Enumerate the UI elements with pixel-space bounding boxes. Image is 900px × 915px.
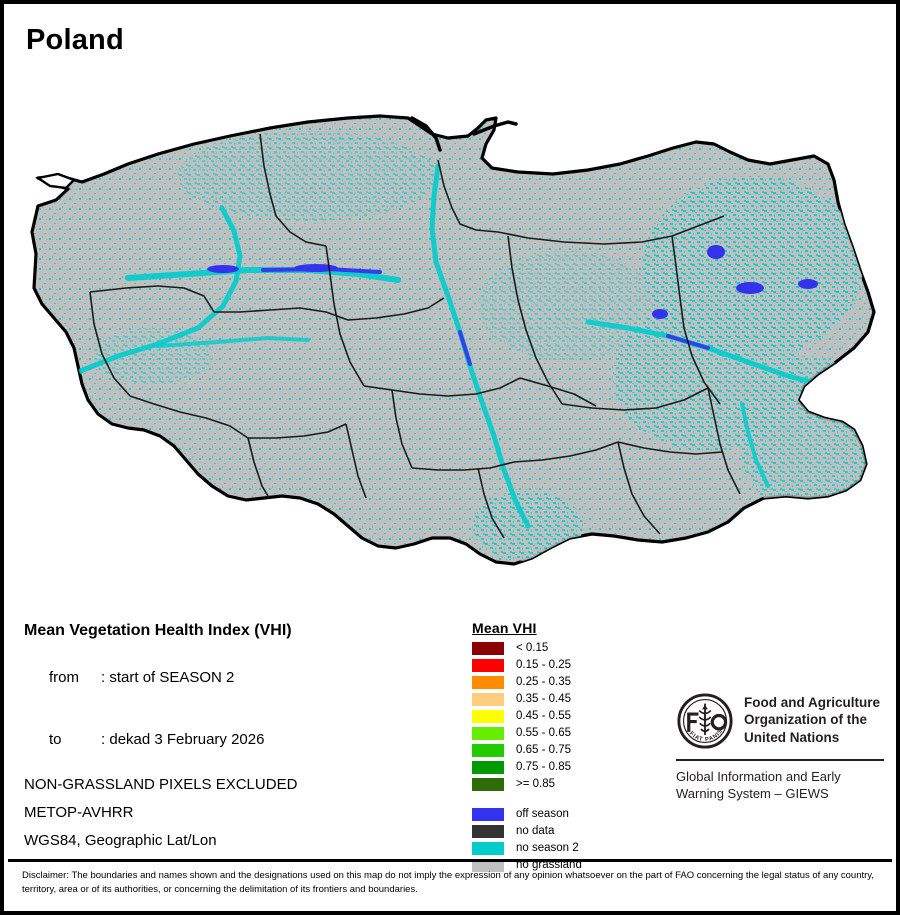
legend-item[interactable]: 0.35 - 0.45	[472, 691, 642, 707]
poland-map-svg	[8, 56, 896, 576]
legend-label-vhi-5: 0.55 - 0.65	[516, 726, 571, 739]
fao-divider	[676, 759, 884, 761]
legend-label-vhi-1: 0.15 - 0.25	[516, 658, 571, 671]
legend-swatch-vhi-5	[472, 726, 504, 740]
legend-label-no-season-2: no season 2	[516, 841, 579, 854]
giews-line-1: Global Information and Early	[676, 769, 841, 784]
legend-item[interactable]: < 0.15	[472, 640, 642, 656]
fao-org-line-3: United Nations	[744, 729, 840, 745]
legend-label-vhi-4: 0.45 - 0.55	[516, 709, 571, 722]
legend-item[interactable]: 0.15 - 0.25	[472, 657, 642, 673]
map-legend: Mean VHI < 0.15 0.15 - 0.25 0.25 - 0.35 …	[472, 620, 642, 874]
fao-branding-block: FIAT PANIS Food and Agriculture Organiza…	[676, 692, 886, 803]
legend-swatch-vhi-3	[472, 692, 504, 706]
page-title: Poland	[26, 24, 124, 56]
legend-swatch-no-data	[472, 824, 504, 838]
legend-swatch-no-season-2	[472, 841, 504, 855]
legend-swatch-vhi-2	[472, 675, 504, 689]
legend-item-no-data[interactable]: no data	[472, 823, 642, 839]
legend-item-off-season[interactable]: off season	[472, 806, 642, 822]
info-note-sensor: METOP-AVHRR	[24, 804, 134, 821]
legend-swatch-vhi-4	[472, 709, 504, 723]
legend-label-vhi-6: 0.65 - 0.75	[516, 743, 571, 756]
legend-label-vhi-7: 0.75 - 0.85	[516, 760, 571, 773]
info-label-to: to	[49, 731, 62, 748]
info-row-from: from : start of SEASON 2	[24, 652, 454, 703]
info-value-from: : start of SEASON 2	[101, 669, 235, 686]
szczecin-lagoon	[34, 172, 77, 190]
disclaimer-bar: Disclaimer: The boundaries and names sho…	[8, 859, 892, 907]
info-note-projection: WGS84, Geographic Lat/Lon	[24, 832, 217, 849]
legend-swatch-off-season	[472, 807, 504, 821]
legend-item[interactable]: 0.45 - 0.55	[472, 708, 642, 724]
map-canvas[interactable]	[8, 56, 896, 576]
legend-swatch-vhi-7	[472, 760, 504, 774]
legend-swatch-vhi-0	[472, 641, 504, 655]
legend-item[interactable]: >= 0.85	[472, 776, 642, 792]
map-info-block: Mean Vegetation Health Index (VHI) from:…	[24, 622, 454, 860]
legend-item[interactable]: 0.65 - 0.75	[472, 742, 642, 758]
legend-item[interactable]: 0.55 - 0.65	[472, 725, 642, 741]
coastal-spits	[410, 116, 518, 152]
legend-swatch-vhi-1	[472, 658, 504, 672]
legend-spacer	[472, 793, 642, 806]
fao-org-line-1: Food and Agriculture	[744, 695, 880, 710]
legend-item[interactable]: 0.75 - 0.85	[472, 759, 642, 775]
legend-title: Mean VHI	[472, 620, 537, 636]
info-label-from: from	[49, 669, 80, 686]
fao-org-line-2: Organization of the	[744, 712, 867, 728]
legend-label-vhi-3: 0.35 - 0.45	[516, 692, 571, 705]
legend-item-no-season-2[interactable]: no season 2	[472, 840, 642, 856]
legend-swatch-vhi-8	[472, 777, 504, 791]
legend-label-vhi-0: < 0.15	[516, 641, 549, 654]
disclaimer-text: Disclaimer: The boundaries and names sho…	[22, 870, 874, 895]
legend-label-no-data: no data	[516, 824, 555, 837]
river-overlay	[65, 163, 831, 529]
info-note-pixels: NON-GRASSLAND PIXELS EXCLUDED	[24, 776, 298, 793]
info-value-to: : dekad 3 February 2026	[101, 731, 265, 748]
fao-organization-name: Food and Agriculture Organization of the…	[744, 692, 880, 746]
legend-item[interactable]: 0.25 - 0.35	[472, 674, 642, 690]
legend-label-vhi-2: 0.25 - 0.35	[516, 675, 571, 688]
legend-label-vhi-8: >= 0.85	[516, 777, 556, 790]
giews-line-2: Warning System – GIEWS	[676, 786, 829, 802]
info-row-to: to : dekad 3 February 2026	[24, 714, 454, 765]
giews-subtitle: Global Information and Early Warning Sys…	[676, 768, 886, 803]
voivodeship-boundaries	[89, 133, 741, 539]
legend-label-off-season: off season	[516, 807, 569, 820]
info-heading: Mean Vegetation Health Index (VHI)	[24, 622, 292, 639]
fao-logo-icon: FIAT PANIS	[677, 693, 733, 749]
legend-swatch-vhi-6	[472, 743, 504, 757]
